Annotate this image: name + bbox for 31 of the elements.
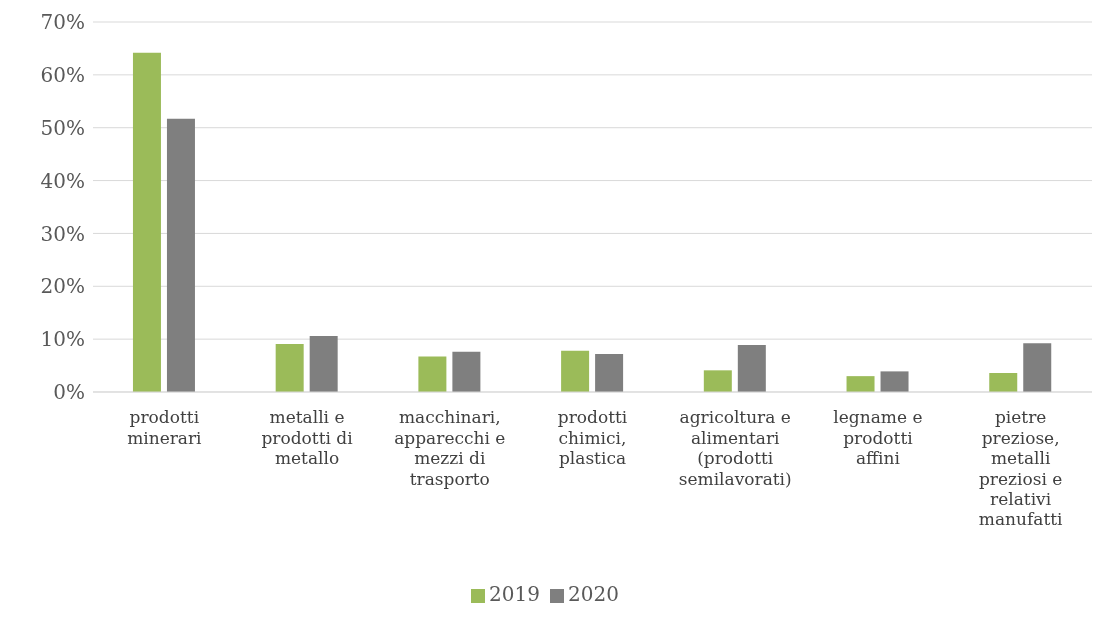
legend-label: 2019	[489, 582, 540, 606]
y-tick-label: 40%	[40, 168, 85, 193]
bar	[880, 371, 909, 392]
x-tick-label: prodotti chimici, plastica	[557, 407, 628, 469]
x-tick-label: macchinari, apparecchi e mezzi di trasporto	[394, 407, 506, 489]
bar	[309, 335, 338, 392]
bar	[703, 370, 732, 392]
bar	[737, 344, 766, 392]
y-tick-label: 50%	[40, 115, 85, 140]
x-tick-label: metalli e prodotti di metallo	[261, 407, 354, 469]
bar	[418, 356, 447, 392]
bar	[452, 351, 481, 392]
bar	[275, 343, 304, 392]
y-tick-label: 0%	[53, 380, 85, 405]
y-tick-label: 70%	[40, 10, 85, 35]
x-tick-label: agricoltura e alimentari (prodotti semilavorati)	[678, 407, 792, 489]
bar	[132, 52, 161, 392]
bar	[989, 372, 1018, 392]
bar	[1023, 343, 1052, 392]
bar	[166, 118, 195, 392]
y-tick-label: 60%	[40, 62, 85, 87]
x-tick-label: legname e prodotti affini	[833, 407, 923, 469]
bar	[561, 350, 590, 392]
x-tick-label: prodotti minerari	[127, 407, 203, 448]
y-tick-label: 30%	[40, 221, 85, 246]
bar	[846, 376, 875, 392]
x-tick-label: pietre preziose, metalli preziosi e relativi manufatti	[978, 407, 1064, 530]
bar	[595, 353, 624, 392]
legend-label: 2020	[568, 582, 619, 606]
y-tick-label: 10%	[40, 327, 85, 352]
y-tick-label: 20%	[40, 274, 85, 299]
